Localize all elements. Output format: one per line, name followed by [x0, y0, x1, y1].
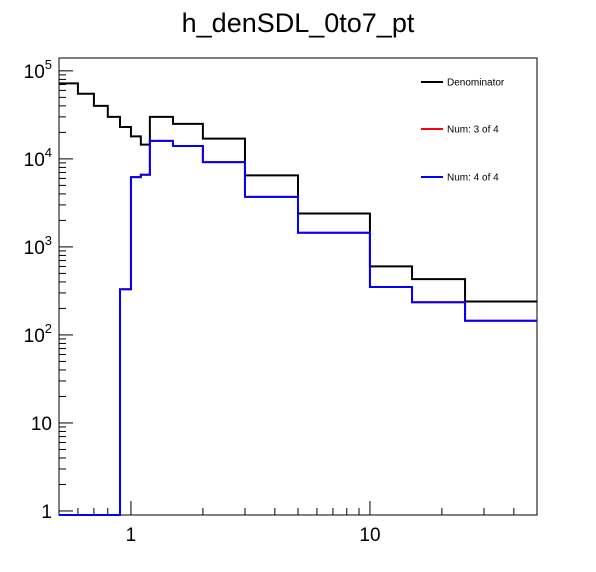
- series-line-3: [59, 139, 537, 516]
- series-lines: [59, 82, 537, 516]
- x-tick-label: 1: [126, 525, 137, 546]
- legend-entry-label: Num: 4 of 4: [447, 173, 499, 184]
- y-tick-label: 103: [24, 233, 52, 259]
- y-tick-label: 10: [31, 414, 52, 435]
- legend-entry-label: Num: 3 of 4: [447, 125, 499, 136]
- legend-entry-label: Denominator: [447, 78, 505, 89]
- y-tick-label: 102: [24, 321, 52, 347]
- legend: Denominator Num: 3 of 4 Num: 4 of 4: [421, 78, 505, 184]
- y-tick-label: 1: [41, 502, 52, 523]
- x-tick-label: 10: [359, 525, 380, 546]
- axis-ticks: [58, 70, 538, 515]
- series-line-1: [59, 82, 537, 303]
- y-tick-label: 105: [24, 57, 52, 83]
- chart-title: h_denSDL_0to7_pt: [182, 8, 415, 38]
- y-tick-label: 104: [24, 145, 52, 171]
